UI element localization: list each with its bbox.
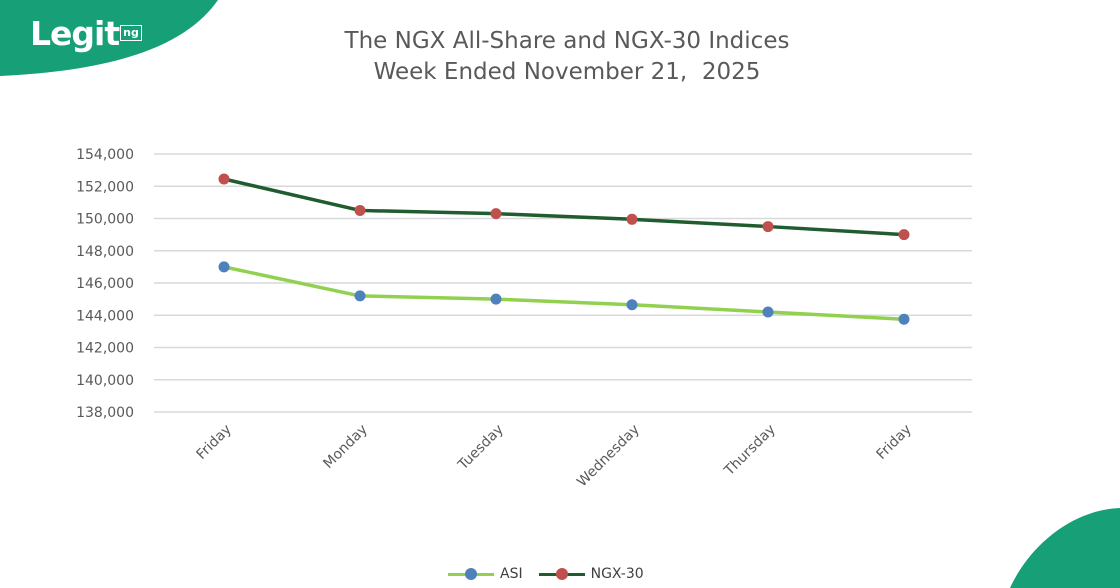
logo-tld: ng xyxy=(120,25,142,41)
series-line-asi xyxy=(223,265,905,322)
chart-legend: ASI NGX-30 xyxy=(448,566,660,582)
chart-title-line-1: The NGX All-Share and NGX-30 Indices xyxy=(344,28,790,54)
y-tick-label: 148,000 xyxy=(76,244,134,260)
data-point-ngx30 xyxy=(354,204,366,216)
data-point-asi xyxy=(354,290,366,302)
data-point-ngx30 xyxy=(626,213,638,225)
legend-label-asi: ASI xyxy=(500,566,523,582)
y-tick-label: 144,000 xyxy=(76,308,134,324)
brand-corner-shape-bottom xyxy=(1010,508,1120,588)
data-point-asi xyxy=(762,306,774,318)
data-point-asi xyxy=(218,261,230,273)
legend-label-ngx30: NGX-30 xyxy=(590,566,644,582)
data-point-asi xyxy=(898,313,910,325)
x-tick-label: Thursday xyxy=(721,422,779,480)
legend-item-asi: ASI xyxy=(448,566,523,582)
chart-title-line-2: Week Ended November 21, 2025 xyxy=(373,59,761,85)
x-tick-label: Tuesday xyxy=(455,422,507,474)
x-tick-label: Wednesday xyxy=(574,422,643,491)
chart-title: The NGX All-Share and NGX-30 Indices Wee… xyxy=(0,26,1120,88)
y-tick-label: 152,000 xyxy=(76,179,134,195)
legend-swatch-asi xyxy=(448,568,494,580)
legend-item-ngx30: NGX-30 xyxy=(538,566,644,582)
x-tick-label: Monday xyxy=(320,422,370,472)
logo-word: Legit xyxy=(30,14,120,53)
y-tick-label: 150,000 xyxy=(76,212,134,228)
y-tick-label: 138,000 xyxy=(76,405,134,421)
x-tick-label: Friday xyxy=(874,422,915,463)
line-chart: 138,000 140,000 142,000 144,000 146,000 148,0… xyxy=(76,147,972,491)
series-line-ngx30 xyxy=(223,177,905,237)
data-point-asi xyxy=(490,293,502,305)
legit-logo: Legit ng xyxy=(30,14,142,54)
y-tick-label: 154,000 xyxy=(76,147,134,163)
data-point-asi xyxy=(626,299,638,311)
data-point-ngx30 xyxy=(762,221,774,233)
data-point-ngx30 xyxy=(490,208,502,220)
brand-corner-shape xyxy=(0,0,218,76)
y-tick-label: 146,000 xyxy=(76,276,134,292)
legend-swatch-ngx30 xyxy=(538,568,585,580)
x-tick-label: Friday xyxy=(194,422,235,463)
y-tick-label: 140,000 xyxy=(76,373,134,389)
data-point-ngx30 xyxy=(898,229,910,241)
y-tick-label: 142,000 xyxy=(76,341,134,357)
data-point-ngx30 xyxy=(218,173,230,185)
